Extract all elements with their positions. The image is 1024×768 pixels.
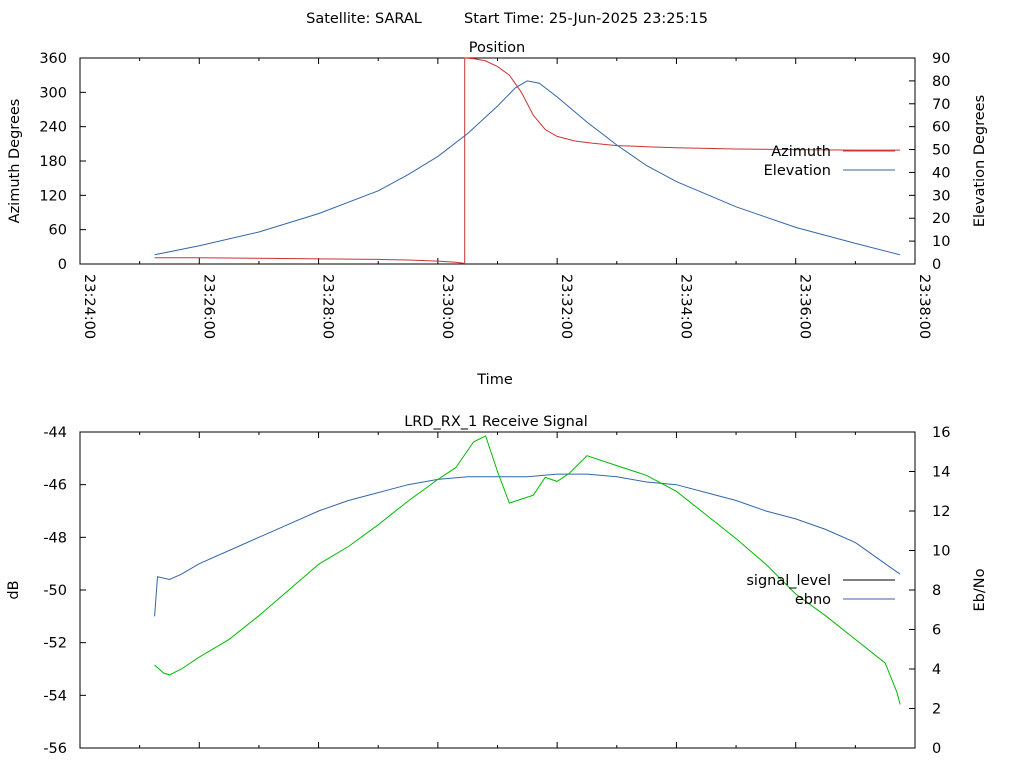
signal-y2-tick-label: 2 xyxy=(932,702,941,718)
start-time-label: Start Time: 25-Jun-2025 23:25:15 xyxy=(464,11,708,27)
signal-y2-tick-label: 12 xyxy=(932,504,950,520)
position-y2-tick-label: 60 xyxy=(932,120,950,136)
position-y-tick-label: 360 xyxy=(39,51,67,67)
legend-azimuth-label: Azimuth xyxy=(771,144,831,160)
position-y-axis-label: Azimuth Degrees xyxy=(7,99,23,224)
series-azimuth-line xyxy=(154,57,901,264)
position-series xyxy=(154,57,901,264)
signal-series xyxy=(154,435,901,705)
position-y-tick-label: 240 xyxy=(39,120,67,136)
signal-y-axis-label: dB xyxy=(6,580,22,599)
series-ebno-line xyxy=(154,435,901,705)
position-y-tick-label: 180 xyxy=(39,154,67,170)
position-chart-title: Position xyxy=(469,40,525,56)
signal-y2-tick-label: 0 xyxy=(932,741,941,757)
signal-y-tick-label: -46 xyxy=(43,478,67,494)
position-y-tick-label: 120 xyxy=(39,188,67,204)
position-x-tick-label: 23:26:00 xyxy=(200,274,216,339)
position-x-tick-label: 23:34:00 xyxy=(677,274,693,339)
signal-chart: LRD_RX_1 Receive Signal -56-54-52-50-48-… xyxy=(6,414,988,757)
signal-y-tick-label: -56 xyxy=(43,741,67,757)
position-plot-frame xyxy=(79,57,916,265)
series-signal-level-line xyxy=(154,473,901,617)
position-x-tick-label: 23:32:00 xyxy=(558,274,574,339)
legend-ebno-label: ebno xyxy=(795,592,831,608)
signal-chart-title: LRD_RX_1 Receive Signal xyxy=(404,414,588,430)
signal-y2-tick-label: 6 xyxy=(932,623,941,639)
satellite-label: Satellite: SARAL xyxy=(306,11,422,27)
position-x-axis-label: Time xyxy=(476,372,513,388)
position-y-tick-label: 60 xyxy=(49,223,67,239)
signal-y-tick-label: -44 xyxy=(43,425,67,441)
position-y-tick-label: 300 xyxy=(39,85,67,101)
signal-y2-axis-label: Eb/No xyxy=(972,568,988,611)
position-legend: Azimuth Elevation xyxy=(764,144,895,179)
position-axes: 23:24:00 23:26:00 23:28:00 23:30:00 23:32:00… xyxy=(39,51,950,339)
position-chart: Position 23:24:00 23:26:00 23:28:00 23:30:0… xyxy=(7,40,988,388)
signal-y2-tick-label: 16 xyxy=(932,425,950,441)
position-y2-axis-label: Elevation Degrees xyxy=(972,95,988,227)
position-y2-tick-label: 10 xyxy=(932,234,950,250)
position-y2-tick-label: 0 xyxy=(932,257,941,273)
signal-y2-tick-label: 10 xyxy=(932,544,950,560)
signal-plot-frame xyxy=(79,431,916,749)
position-y2-tick-label: 30 xyxy=(932,188,950,204)
position-y2-tick-label: 40 xyxy=(932,165,950,181)
signal-y-tick-label: -48 xyxy=(43,530,67,546)
signal-y2-tick-label: 4 xyxy=(932,662,941,678)
position-x-tick-label: 23:28:00 xyxy=(320,274,336,339)
position-y-tick-label: 0 xyxy=(58,257,67,273)
signal-axes: -56 -54 -52 -50 -48 -46 -44 0 2 4 6 8 10 12 14 16 xyxy=(43,425,950,757)
legend-signal-level-label: signal_level xyxy=(746,573,831,589)
signal-y-tick-label: -54 xyxy=(43,688,67,704)
signal-y-tick-label: -50 xyxy=(43,583,67,599)
position-y2-tick-label: 70 xyxy=(932,97,950,113)
signal-legend: signal_level ebno xyxy=(746,573,895,608)
signal-y2-tick-label: 14 xyxy=(932,465,950,481)
legend-elevation-label: Elevation xyxy=(764,163,831,179)
position-x-tick-label: 23:38:00 xyxy=(916,274,932,339)
signal-y-tick-label: -52 xyxy=(43,636,67,652)
position-x-tick-label: 23:30:00 xyxy=(439,274,455,339)
position-x-tick-label: 23:36:00 xyxy=(797,274,813,339)
signal-y2-tick-label: 8 xyxy=(932,583,941,599)
position-y2-tick-label: 80 xyxy=(932,74,950,90)
position-y2-tick-label: 20 xyxy=(932,211,950,227)
series-elevation-line xyxy=(154,80,901,256)
position-x-tick-label: 23:24:00 xyxy=(81,274,97,339)
position-y2-tick-label: 90 xyxy=(932,51,950,67)
position-y2-tick-label: 50 xyxy=(932,143,950,159)
